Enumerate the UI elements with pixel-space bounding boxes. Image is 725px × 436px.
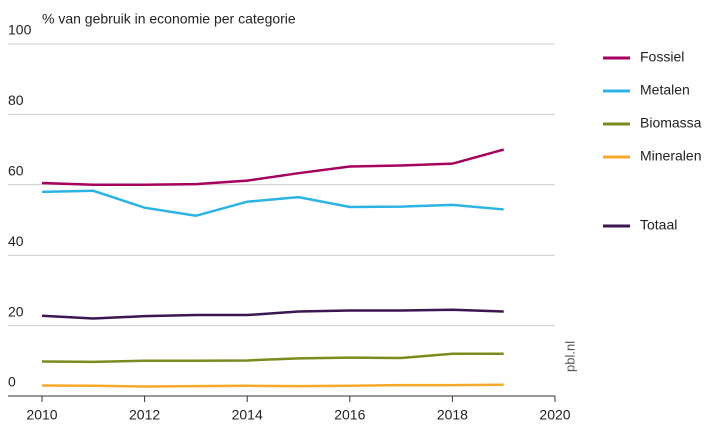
line-series xyxy=(41,352,504,364)
line-series xyxy=(41,383,504,388)
legend-label: Totaal xyxy=(640,217,677,233)
line-series xyxy=(41,148,505,187)
legend-label: Mineralen xyxy=(640,148,701,164)
x-tick-label: 2012 xyxy=(129,407,160,423)
x-tick-label: 2014 xyxy=(232,407,263,423)
legend-label: Fossiel xyxy=(640,49,684,65)
x-tick-label: 2016 xyxy=(334,407,365,423)
chart-title: % van gebruik in economie per categorie xyxy=(42,11,296,27)
line-series xyxy=(41,189,504,218)
x-tick-label: 2020 xyxy=(539,407,570,423)
x-tick-label: 2018 xyxy=(437,407,468,423)
x-tick-label: 2010 xyxy=(26,407,57,423)
legend-label: Metalen xyxy=(640,82,690,98)
y-tick-label: 20 xyxy=(8,303,24,319)
legend-label: Biomassa xyxy=(640,115,702,131)
y-tick-label: 0 xyxy=(8,374,16,390)
y-tick-label: 40 xyxy=(8,233,24,249)
y-tick-label: 80 xyxy=(8,92,24,108)
line-series xyxy=(41,308,504,320)
y-tick-label: 100 xyxy=(8,22,32,38)
source-note: pbl.nl xyxy=(562,341,577,372)
y-tick-label: 60 xyxy=(8,163,24,179)
